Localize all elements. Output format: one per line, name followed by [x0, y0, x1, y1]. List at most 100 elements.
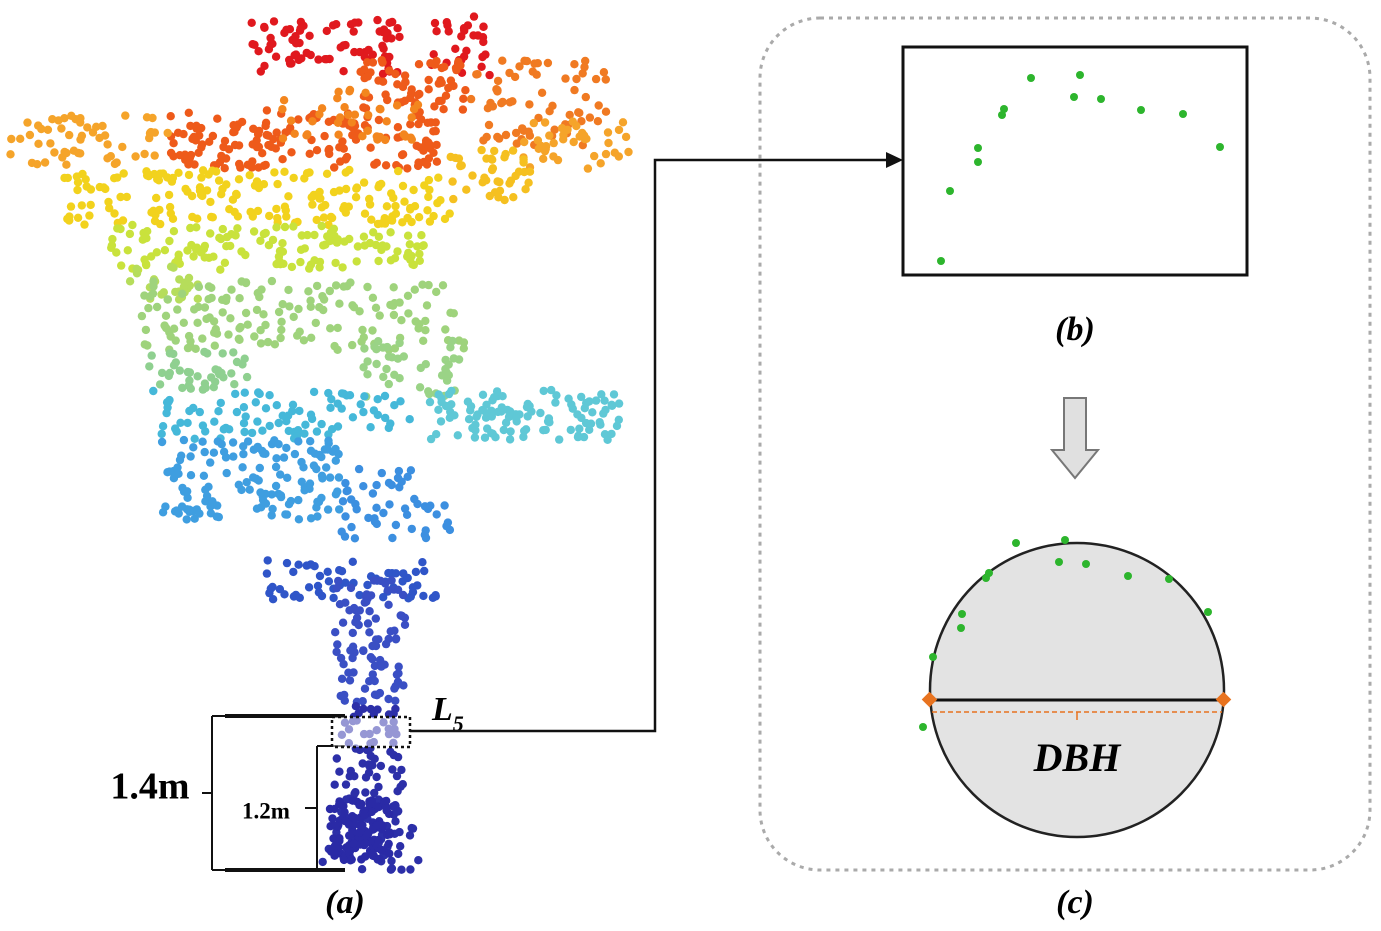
cloud-point: [538, 89, 546, 97]
cloud-point: [257, 339, 265, 347]
cloud-point: [349, 413, 357, 421]
cloud-point: [351, 500, 359, 508]
cloud-point: [198, 438, 206, 446]
cloud-point: [372, 360, 380, 368]
cloud-point: [325, 145, 333, 153]
cloud-point: [246, 486, 254, 494]
cloud-point: [235, 336, 243, 344]
cloud-point: [331, 841, 339, 849]
cloud-point: [208, 167, 216, 175]
cloud-point: [225, 145, 233, 153]
cloud-point: [567, 426, 575, 434]
cloud-point: [324, 445, 332, 453]
cloud-point: [194, 295, 202, 303]
cloud-point: [178, 502, 186, 510]
cloud-point: [224, 330, 232, 338]
cloud-point: [210, 329, 218, 337]
cloud-point: [345, 203, 353, 211]
cloud-point: [415, 60, 423, 68]
cloud-point: [279, 260, 287, 268]
cloud-point: [327, 228, 335, 236]
cloud-point: [334, 88, 342, 96]
cloud-point: [378, 469, 386, 477]
cloud-point: [479, 391, 487, 399]
cloud-point: [220, 425, 228, 433]
cloud-point: [335, 768, 343, 776]
cloud-point: [412, 568, 420, 576]
cloud-point: [597, 159, 605, 167]
cloud-point: [470, 12, 478, 20]
cloud-point: [415, 213, 423, 221]
cloud-point: [576, 132, 584, 140]
cloud-point: [564, 395, 572, 403]
cloud-point: [385, 840, 393, 848]
cloud-point: [185, 332, 193, 340]
layer-index: 5: [453, 711, 464, 736]
cloud-point: [421, 502, 429, 510]
cloud-point: [244, 437, 252, 445]
cloud-point: [422, 526, 430, 534]
cloud-point: [213, 501, 221, 509]
cloud-point: [6, 150, 14, 158]
cloud-point: [296, 328, 304, 336]
cloud-point: [62, 149, 70, 157]
cloud-point: [298, 478, 306, 486]
cloud-point: [183, 246, 191, 254]
cloud-point: [153, 303, 161, 311]
cloud-point: [416, 257, 424, 265]
cloud-point: [392, 569, 400, 577]
cloud-point: [142, 326, 150, 334]
cloud-point: [366, 423, 374, 431]
cloud-point: [290, 313, 298, 321]
cloud-point: [123, 193, 131, 201]
cloud-point: [116, 225, 124, 233]
cloud-point: [235, 481, 243, 489]
cloud-point: [272, 463, 280, 471]
cloud-point: [273, 180, 281, 188]
cloud-point: [201, 448, 209, 456]
cloud-point: [361, 788, 369, 796]
cloud-point: [422, 534, 430, 542]
cloud-point: [444, 84, 452, 92]
cloud-point: [403, 164, 411, 172]
cloud-point: [339, 619, 347, 627]
cloud-point: [437, 97, 445, 105]
cloud-point: [229, 452, 237, 460]
cloud-point: [323, 170, 331, 178]
cloud-point: [433, 510, 441, 518]
cloud-point: [305, 168, 313, 176]
cloud-point: [396, 842, 404, 850]
cloud-point: [159, 422, 167, 430]
cloud-point: [187, 471, 195, 479]
cloud-point: [73, 172, 81, 180]
cloud-point: [294, 437, 302, 445]
cloud-point: [299, 463, 307, 471]
cloud-point: [145, 362, 153, 370]
cloud-point: [559, 131, 567, 139]
cloud-point: [138, 312, 146, 320]
cloud-point: [462, 186, 470, 194]
cloud-point: [420, 567, 428, 575]
cloud-point: [348, 654, 356, 662]
cloud-point: [406, 831, 414, 839]
cloud-point: [156, 380, 164, 388]
cloud-point: [384, 586, 392, 594]
cloud-point: [407, 252, 415, 260]
cloud-point: [170, 227, 178, 235]
cloud-point: [74, 214, 82, 222]
height-label: 1.2m: [242, 798, 290, 823]
cloud-point: [385, 849, 393, 857]
cloud-point: [622, 133, 630, 141]
cloud-point: [169, 152, 177, 160]
cloud-point: [494, 77, 502, 85]
cloud-point: [345, 87, 353, 95]
cloud-point: [561, 74, 569, 82]
cloud-point: [407, 134, 415, 142]
cloud-point: [361, 852, 369, 860]
cloud-point: [387, 256, 395, 264]
cloud-point: [230, 380, 238, 388]
cloud-point: [407, 218, 415, 226]
cloud-point: [331, 628, 339, 636]
cloud-point: [165, 467, 173, 475]
cloud-point: [401, 504, 409, 512]
